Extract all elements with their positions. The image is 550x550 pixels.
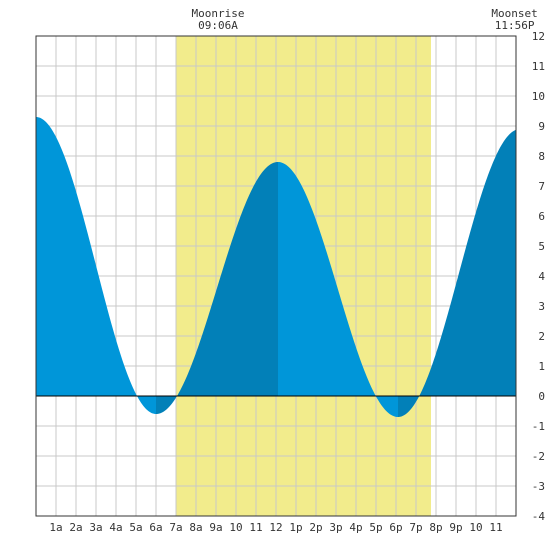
x-tick-label: 6a [149,521,162,534]
moon-event-time: 11:56P [495,19,535,32]
falling-tide-segment [36,117,156,414]
x-tick-label: 3p [329,521,342,534]
x-tick-label: 5p [369,521,382,534]
rising-tide-segment [398,129,516,417]
x-tick-label: 11 [249,521,262,534]
x-tick-label: 7p [409,521,422,534]
y-tick-label: -3 [532,480,545,493]
x-tick-label: 4p [349,521,362,534]
x-tick-label: 1a [49,521,62,534]
x-tick-label: 6p [389,521,402,534]
x-tick-label: 4a [109,521,122,534]
moon-event-title: Moonset [491,7,537,20]
rising-tide-segment [156,162,278,414]
y-tick-label: -4 [532,510,546,523]
y-tick-label: 8 [538,150,545,163]
y-tick-label: 10 [532,90,545,103]
x-tick-label: 7a [169,521,182,534]
x-tick-label: 1p [289,521,302,534]
tide-area [36,117,516,417]
x-tick-label: 10 [469,521,482,534]
plot-border [35,35,517,517]
y-tick-label: 7 [538,180,545,193]
x-tick-label: 10 [229,521,242,534]
y-tick-label: -2 [532,450,545,463]
x-tick-label: 9p [449,521,462,534]
moon-event-time: 09:06A [198,19,238,32]
y-tick-label: 5 [538,240,545,253]
x-tick-label: 8p [429,521,442,534]
y-tick-label: 4 [538,270,545,283]
y-tick-label: -1 [532,420,545,433]
y-tick-label: 9 [538,120,545,133]
x-tick-label: 9a [209,521,222,534]
x-tick-label: 2p [309,521,322,534]
x-tick-label: 8a [189,521,202,534]
moon-event-title: Moonrise [192,7,245,20]
x-tick-label: 5a [129,521,142,534]
x-tick-label: 11 [489,521,502,534]
x-tick-label: 3a [89,521,102,534]
y-tick-label: 1 [538,360,545,373]
y-tick-label: 11 [532,60,545,73]
y-tick-label: 6 [538,210,545,223]
y-tick-label: 0 [538,390,545,403]
falling-tide-segment [278,162,398,417]
y-tick-label: 3 [538,300,545,313]
x-tick-label: 2a [69,521,82,534]
x-axis-ticks: 1a 2a 3a 4a 5a 6a 7a 8a 9a 10 11 12 1p 2p 3p 4p 5p 6p 7p 8p… [49,521,502,534]
y-tick-label: 12 [532,30,545,43]
x-tick-label: 12 [269,521,282,534]
y-tick-label: 2 [538,330,545,343]
